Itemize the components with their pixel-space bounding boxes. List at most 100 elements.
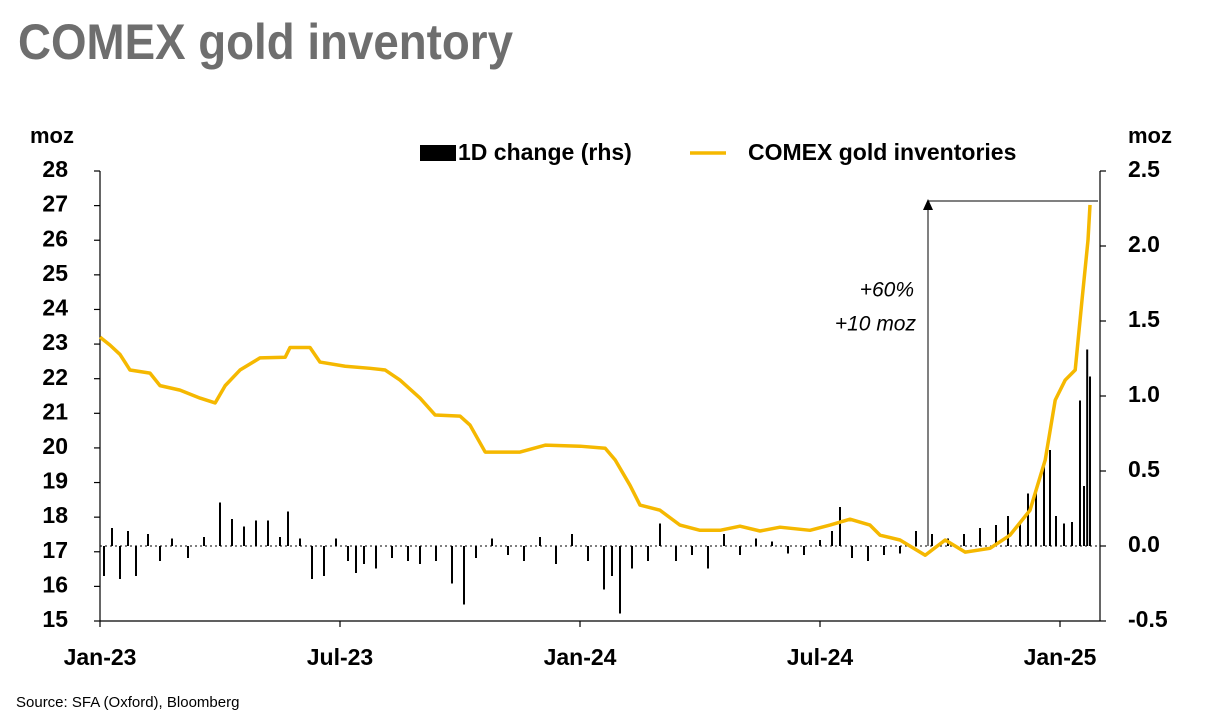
bar [979, 528, 981, 546]
annotation-arrow [923, 199, 1098, 546]
y2-tick-label: -0.5 [1128, 606, 1168, 632]
bar [1035, 490, 1037, 546]
bar [1027, 493, 1029, 546]
bar [463, 546, 465, 605]
bar [675, 546, 677, 561]
bar [1019, 523, 1021, 546]
y2-tick-label: 2.0 [1128, 231, 1160, 257]
y-tick-label: 27 [42, 191, 68, 217]
bar [171, 538, 173, 546]
bar [571, 534, 573, 546]
bar [335, 538, 337, 546]
bar [375, 546, 377, 569]
y2-tick-label: 0.5 [1128, 456, 1160, 482]
bar [1071, 522, 1073, 546]
bar [243, 526, 245, 546]
bar [255, 520, 257, 546]
bar [507, 546, 509, 555]
bar [147, 534, 149, 546]
bar [1086, 349, 1089, 546]
bar [587, 546, 589, 561]
bar [611, 546, 613, 576]
bar [311, 546, 313, 579]
bar [119, 546, 121, 579]
bar [187, 546, 189, 558]
bar [1043, 463, 1045, 546]
y-tick-label: 28 [42, 156, 68, 182]
line [98, 204, 1092, 557]
bar [363, 546, 365, 564]
bar [159, 546, 161, 561]
bar [555, 546, 557, 564]
bar [219, 502, 221, 546]
y-axis-label: moz [30, 123, 74, 148]
bar [995, 525, 997, 546]
y-tick-label: 19 [42, 468, 68, 494]
bar [739, 546, 741, 555]
y-tick-label: 17 [42, 537, 68, 563]
bar [523, 546, 525, 561]
bar [963, 534, 965, 546]
bar [1055, 516, 1057, 546]
legend-swatch [420, 145, 456, 161]
bar [355, 546, 357, 573]
bar [659, 523, 661, 546]
bar [619, 546, 621, 614]
bar [127, 531, 129, 546]
bar [839, 507, 841, 546]
bar [103, 546, 105, 576]
bar [691, 546, 693, 555]
bar [1089, 376, 1091, 546]
y2-tick-label: 1.0 [1128, 381, 1160, 407]
bar [899, 546, 901, 554]
bar [931, 534, 933, 546]
y-tick-label: 18 [42, 502, 68, 528]
bar [435, 546, 437, 561]
bar [723, 534, 725, 546]
y2-tick-label: 0.0 [1128, 531, 1160, 557]
chart-title: COMEX gold inventory [18, 14, 513, 70]
y-tick-label: 26 [42, 225, 68, 251]
x-tick-label: Jul-24 [787, 644, 854, 670]
bar [867, 546, 869, 561]
bar [803, 546, 805, 555]
bar [135, 546, 137, 576]
y-tick-label: 23 [42, 329, 68, 355]
bar [279, 537, 281, 546]
x-tick-label: Jul-23 [307, 644, 373, 670]
y2-tick-label: 1.5 [1128, 306, 1160, 332]
y-tick-label: 20 [42, 433, 68, 459]
bar [407, 546, 409, 561]
x-tick-label: Jan-23 [64, 644, 137, 670]
bar [347, 546, 349, 561]
legend-label: COMEX gold inventories [748, 139, 1016, 165]
y-tick-label: 25 [42, 260, 68, 286]
bar [1007, 516, 1009, 546]
bar [1079, 400, 1081, 546]
bar [771, 541, 773, 546]
bar [755, 538, 757, 546]
bar [539, 537, 541, 546]
bar [323, 546, 325, 576]
bar [631, 546, 633, 569]
y-tick-label: 22 [42, 364, 68, 390]
bar [231, 519, 233, 546]
x-tick-label: Jan-25 [1024, 644, 1097, 670]
bar [831, 531, 833, 546]
y2-tick-label: 2.5 [1128, 156, 1160, 182]
bar [1049, 450, 1051, 546]
y2-axis-label: moz [1128, 123, 1172, 148]
y-tick-label: 15 [42, 606, 68, 632]
bar [647, 546, 649, 561]
bar [851, 546, 853, 558]
bar [915, 531, 917, 546]
bar [203, 537, 205, 546]
bar [787, 546, 789, 554]
bar [299, 538, 301, 546]
x-tick-label: Jan-24 [544, 644, 617, 670]
bar [1083, 486, 1085, 546]
annotation: +60% [860, 279, 914, 302]
bar [287, 511, 289, 546]
bar [451, 546, 453, 584]
